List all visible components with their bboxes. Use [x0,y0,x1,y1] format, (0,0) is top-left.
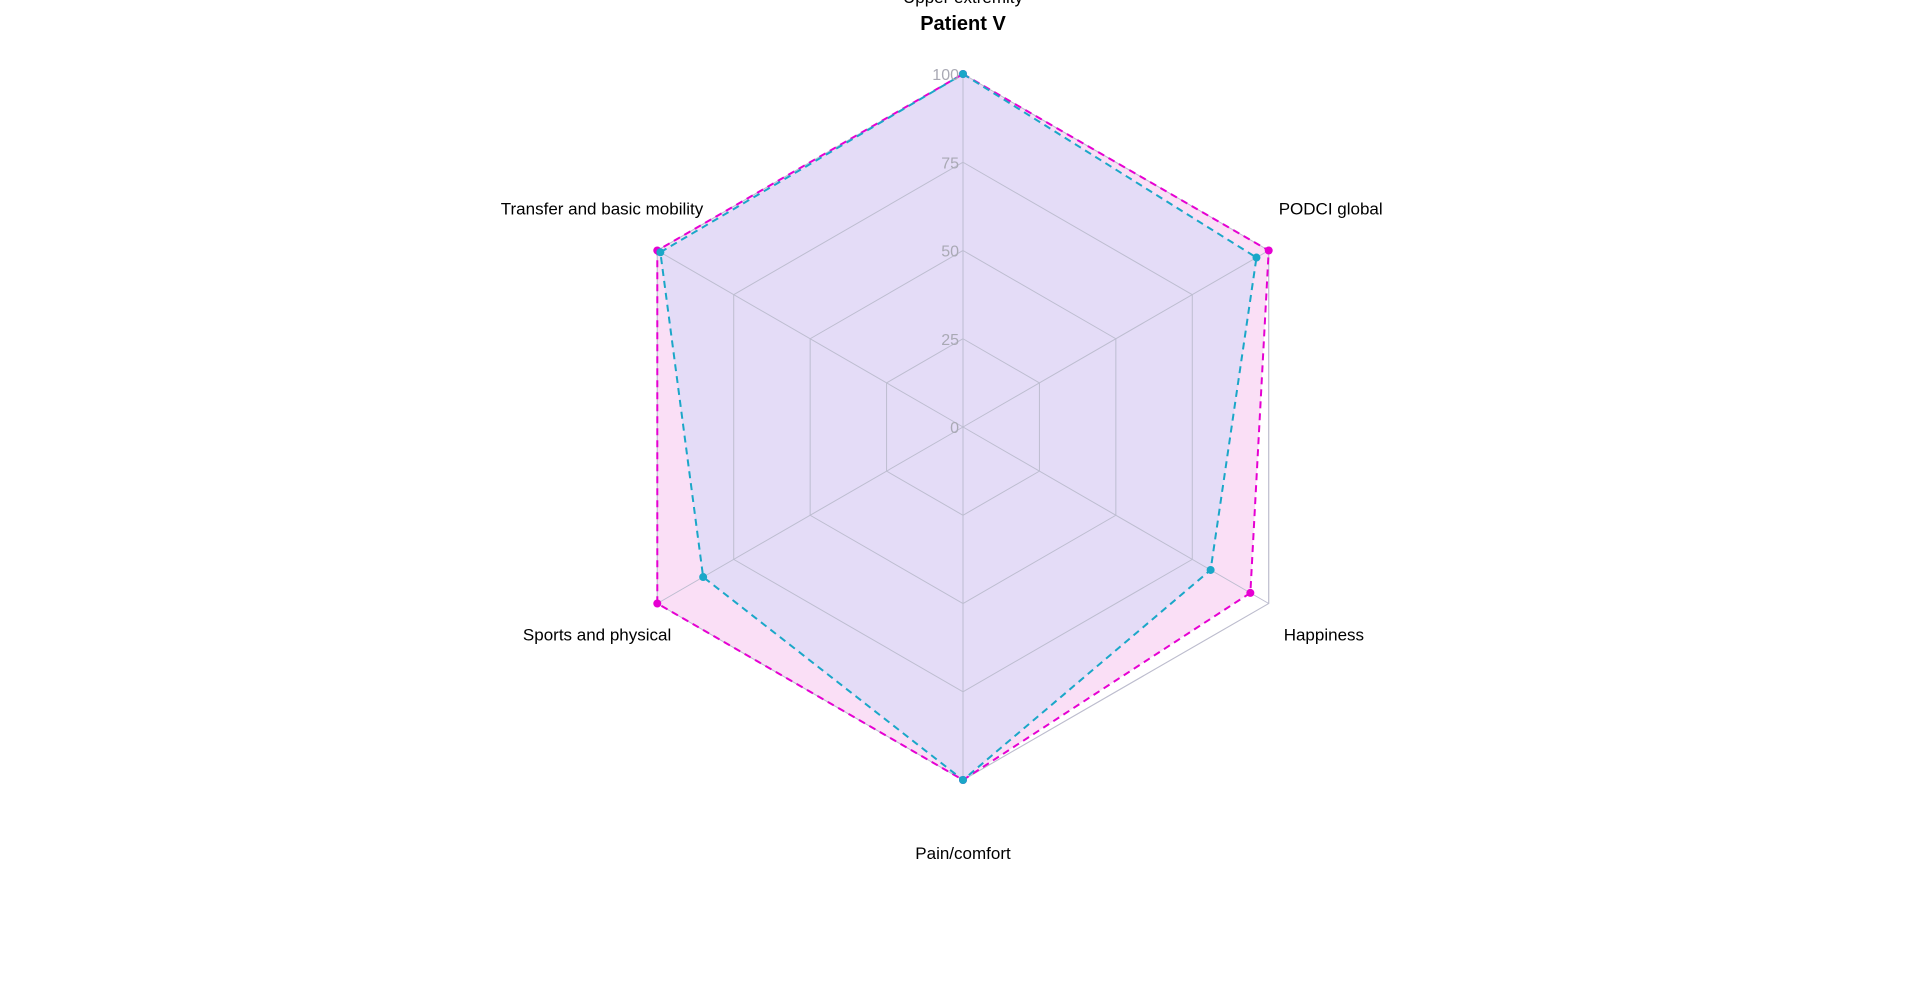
grid-spoke-sports-and-physical [657,426,964,604]
axis-label-happiness: Happiness [1284,626,1364,645]
tick-label-75: 75 [941,155,959,172]
tick-labels: 0 25 50 75 100 [932,67,959,437]
series-1-point-sports-and-physical [653,599,662,608]
series-2-point-sports-and-physical [699,573,708,582]
series-2-point-transfer-and-basic-mobility [656,248,665,257]
series-1-point-podci-global [1264,246,1273,255]
tick-label-0: 0 [950,420,959,437]
grid-spoke-happiness [962,426,1269,604]
tick-label-100: 100 [932,67,959,84]
series-2-point-podci-global [1252,253,1261,262]
grid-spoke-podci-global [962,250,1269,428]
series-points [653,70,1273,784]
tick-label-25: 25 [941,332,959,349]
grid-spoke-transfer-and-basic-mobility [657,250,964,428]
grid-lines [656,73,1270,781]
tick-label-50: 50 [941,244,959,261]
series-1-point-happiness [1246,588,1255,597]
axis-label-transfer-and-basic-mobility: Transfer and basic mobility [501,200,704,219]
chart-title: Patient V [920,13,1006,35]
axis-label-podci-global: PODCI global [1279,200,1383,219]
series-2-point-upper-extremity [959,70,967,78]
series-2-point-happiness [1206,565,1215,574]
axis-label-sports-and-physical: Sports and physical [523,626,671,645]
series-2-point-pain-comfort [959,776,967,784]
axis-label-pain-comfort: Pain/comfort [915,844,1011,863]
axis-labels: Upper extremity PODCI global Happiness Pain… [501,0,1383,863]
axis-label-upper-extremity: Upper extremity [903,0,1023,7]
